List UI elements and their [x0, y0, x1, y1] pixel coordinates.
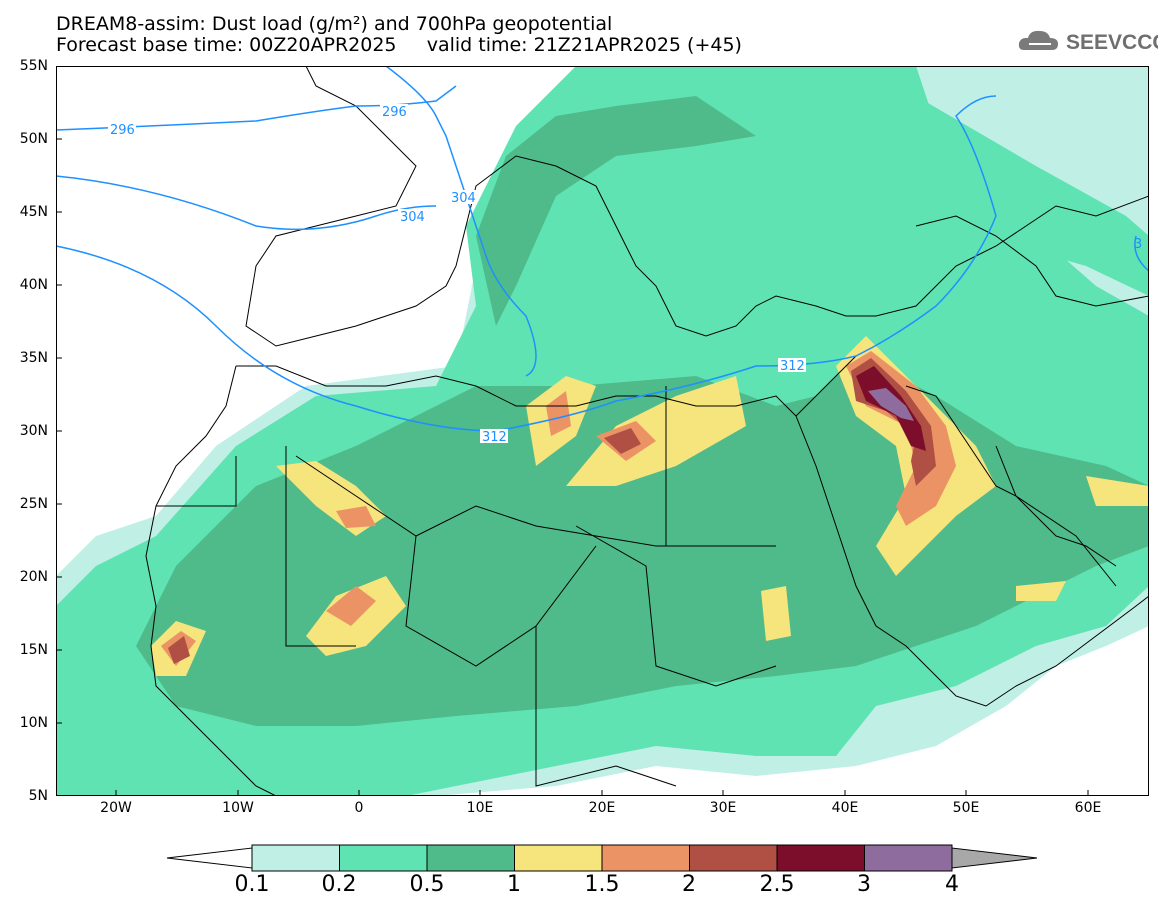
colorbar-low-arrow — [166, 847, 253, 869]
colorbar-tick-label: 0.1 — [234, 872, 270, 897]
contour-label: 312 — [482, 430, 507, 445]
colorbar-tick-label: 1.5 — [584, 872, 620, 897]
contour-label: 304 — [400, 210, 425, 225]
colorbar-swatch — [776, 844, 865, 872]
lat-label: 50N — [19, 131, 48, 147]
lon-label: 50E — [952, 800, 980, 816]
lon-label: 20W — [100, 800, 132, 816]
lat-label: 45N — [19, 204, 48, 220]
colorbar-swatch — [514, 844, 603, 872]
contour-labels: 296 296 304 304 312 312 3 — [108, 104, 1142, 445]
seevccc-logo: SEEVCCC — [1018, 30, 1158, 54]
contour-label: 304 — [451, 191, 476, 206]
colorbar-swatch — [251, 844, 340, 872]
lon-label: 60E — [1074, 800, 1102, 816]
colorbar-tick-label: 0.5 — [409, 872, 445, 897]
lat-label: 35N — [19, 350, 48, 366]
lat-label: 5N — [28, 788, 48, 804]
colorbar-swatch — [339, 844, 428, 872]
colorbar-tick-label: 1 — [507, 872, 521, 897]
colorbar-swatch — [864, 844, 953, 872]
lat-label: 20N — [19, 569, 48, 585]
lat-label: 55N — [19, 58, 48, 74]
lat-label: 15N — [19, 642, 48, 658]
colorbar-high-arrow — [951, 847, 1038, 869]
colorbar-swatch — [689, 844, 778, 872]
axis-ticks — [56, 138, 1089, 796]
dust-load-map: 296 296 304 304 312 312 3 — [56, 66, 1149, 796]
lon-label: 30E — [709, 800, 737, 816]
contour-label: 296 — [382, 105, 407, 120]
contour-label: 296 — [110, 123, 135, 138]
contour-label: 312 — [780, 359, 805, 374]
logo-text: SEEVCCC — [1066, 31, 1158, 54]
cloud-icon — [1018, 30, 1058, 50]
land-borders — [145, 66, 1149, 796]
lon-label: 40E — [831, 800, 859, 816]
colorbar — [166, 844, 1038, 872]
dust-shading — [56, 66, 1149, 796]
lon-label: 10E — [466, 800, 494, 816]
map-title-line-2: Forecast base time: 00Z20APR2025 valid t… — [56, 34, 742, 56]
lat-label: 25N — [19, 496, 48, 512]
colorbar-tick-label: 3 — [857, 872, 871, 897]
colorbar-swatch — [601, 844, 690, 872]
map-title-line-1: DREAM8-assim: Dust load (g/m²) and 700hP… — [56, 13, 613, 35]
colorbar-tick-label: 0.2 — [321, 872, 357, 897]
lon-label: 0 — [354, 800, 364, 816]
lon-label: 20E — [588, 800, 616, 816]
lat-label: 40N — [19, 277, 48, 293]
contour-label: 3 — [1134, 237, 1142, 252]
colorbar-tick-label: 2.5 — [759, 872, 795, 897]
colorbar-swatch — [426, 844, 515, 872]
lat-label: 10N — [19, 715, 48, 731]
colorbar-tick-label: 2 — [682, 872, 696, 897]
lat-label: 30N — [19, 423, 48, 439]
lon-label: 10W — [222, 800, 254, 816]
colorbar-tick-label: 4 — [945, 872, 959, 897]
